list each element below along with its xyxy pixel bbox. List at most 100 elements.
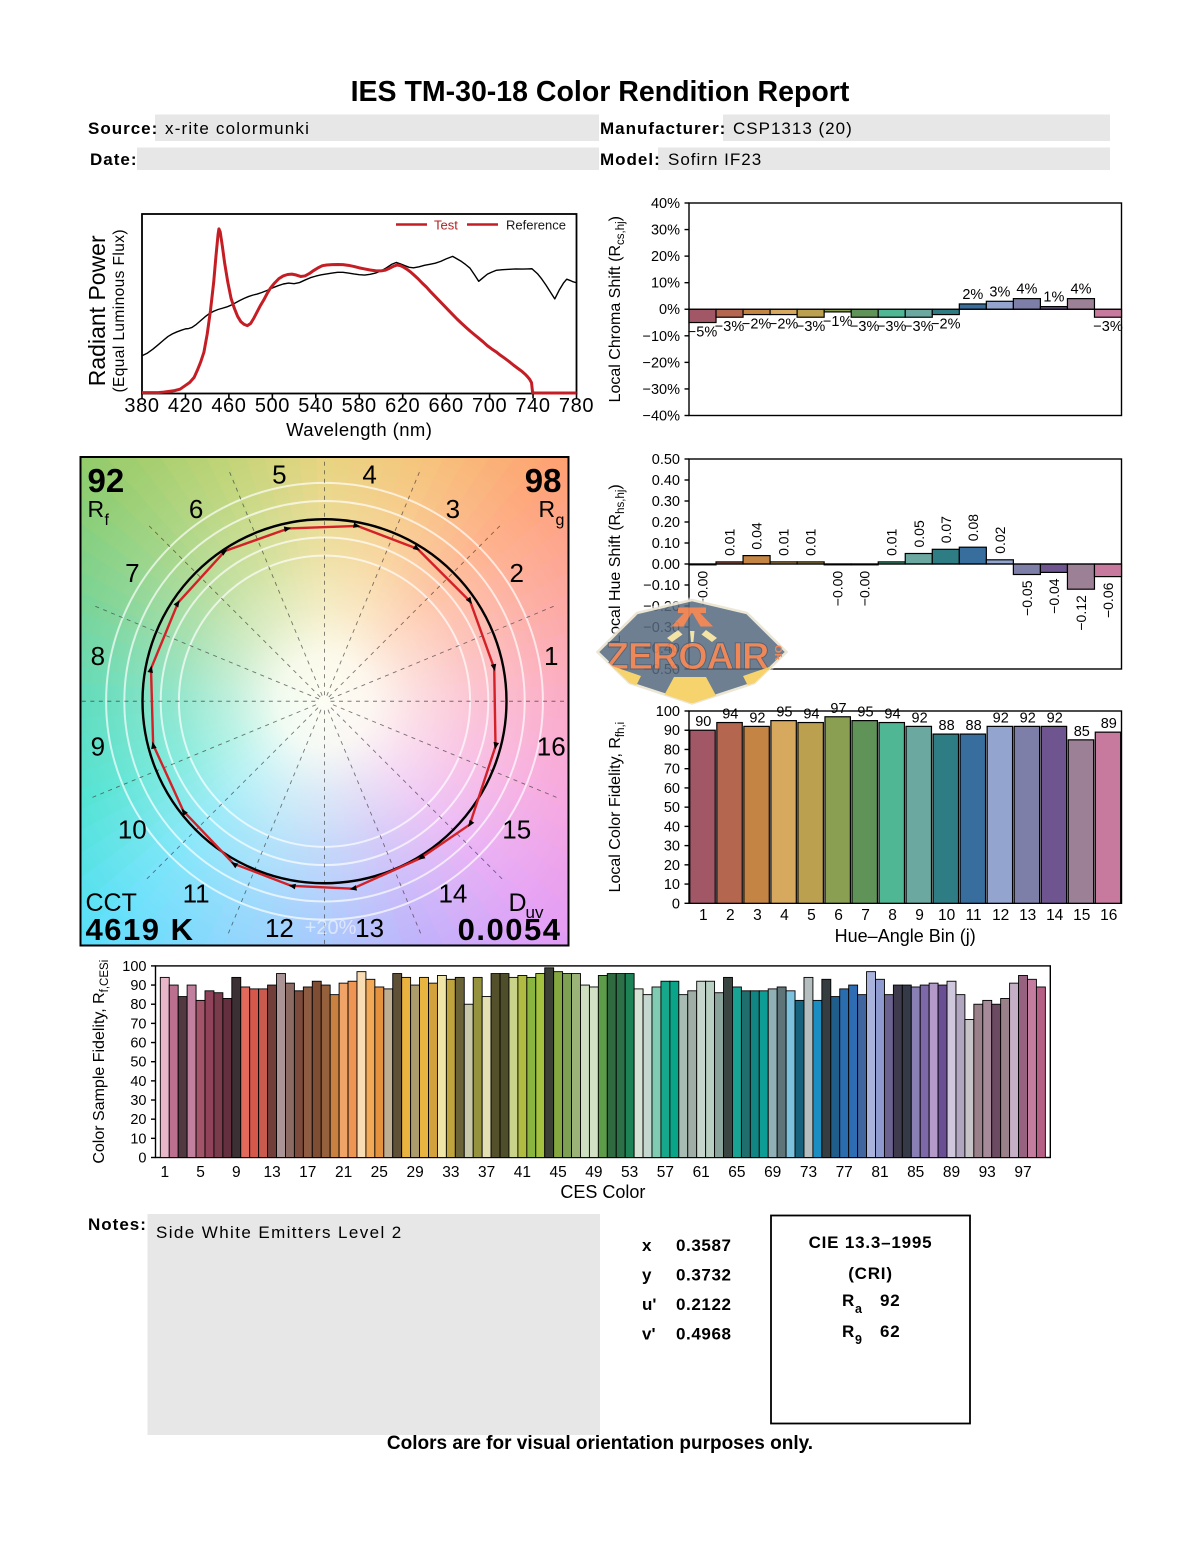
- svg-text:53: 53: [621, 1164, 638, 1181]
- svg-text:−0.00: −0.00: [857, 571, 873, 607]
- svg-text:90: 90: [664, 723, 680, 739]
- svg-text:ZEROAIR: ZEROAIR: [606, 636, 769, 678]
- svg-text:700: 700: [472, 395, 507, 417]
- svg-text:Hue–Angle Bin (j): Hue–Angle Bin (j): [835, 926, 976, 946]
- svg-text:5: 5: [272, 460, 286, 490]
- svg-text:−3%: −3%: [1093, 319, 1123, 335]
- svg-text:CSP1313 (20): CSP1313 (20): [733, 119, 853, 138]
- svg-text:10: 10: [938, 907, 956, 924]
- svg-text:0.2122: 0.2122: [676, 1295, 732, 1314]
- svg-text:0.07: 0.07: [938, 516, 954, 543]
- svg-text:37: 37: [478, 1164, 495, 1181]
- svg-text:70: 70: [130, 1016, 146, 1032]
- svg-text:−3%: −3%: [904, 319, 934, 335]
- svg-text:10: 10: [118, 815, 147, 845]
- svg-text:500: 500: [255, 395, 290, 417]
- svg-text:12: 12: [265, 913, 294, 943]
- svg-text:7: 7: [861, 907, 870, 924]
- svg-text:13: 13: [263, 1164, 280, 1181]
- svg-text:−5%: −5%: [688, 325, 718, 341]
- svg-text:60: 60: [664, 781, 680, 797]
- svg-text:9: 9: [232, 1164, 241, 1181]
- svg-text:0.01: 0.01: [884, 528, 900, 555]
- svg-text:94: 94: [884, 707, 900, 723]
- svg-text:0.02: 0.02: [992, 526, 1008, 553]
- svg-text:90: 90: [695, 714, 711, 730]
- svg-text:x-rite colormunki: x-rite colormunki: [165, 119, 310, 138]
- svg-text:0%: 0%: [659, 302, 680, 318]
- svg-text:3%: 3%: [989, 284, 1010, 300]
- svg-text:4619 K: 4619 K: [86, 912, 195, 947]
- svg-text:0.10: 0.10: [652, 536, 680, 552]
- svg-text:41: 41: [514, 1164, 531, 1181]
- svg-text:−10%: −10%: [643, 329, 681, 345]
- svg-text:580: 580: [342, 395, 377, 417]
- svg-text:100: 100: [656, 704, 680, 720]
- svg-text:6: 6: [834, 907, 843, 924]
- svg-text:−30%: −30%: [643, 382, 681, 398]
- svg-text:1%: 1%: [1043, 290, 1064, 306]
- svg-text:65: 65: [728, 1164, 745, 1181]
- svg-text:D: D: [509, 889, 527, 917]
- svg-text:IES TM-30-18 Color Rendition R: IES TM-30-18 Color Rendition Report: [351, 76, 850, 108]
- svg-text:85: 85: [1074, 724, 1090, 740]
- svg-text:Local Hue Shift (Rhs,hj): Local Hue Shift (Rhs,hj): [607, 484, 627, 643]
- svg-text:90: 90: [130, 978, 146, 994]
- svg-text:−20%: −20%: [643, 355, 681, 371]
- svg-text:CIE 13.3–1995: CIE 13.3–1995: [809, 1233, 933, 1252]
- svg-text:92: 92: [1020, 710, 1036, 726]
- svg-text:88: 88: [939, 718, 955, 734]
- svg-text:Model:: Model:: [600, 150, 661, 169]
- svg-text:4: 4: [780, 907, 789, 924]
- svg-text:13: 13: [355, 913, 384, 943]
- svg-text:Colors are for visual orientat: Colors are for visual orientation purpos…: [387, 1433, 813, 1454]
- svg-text:−2%: −2%: [931, 317, 961, 333]
- svg-text:14: 14: [1046, 907, 1064, 924]
- svg-text:0: 0: [138, 1151, 146, 1167]
- svg-text:CCT: CCT: [86, 889, 137, 917]
- svg-text:Notes:: Notes:: [88, 1215, 147, 1234]
- svg-text:R: R: [88, 496, 105, 522]
- svg-text:−0.00: −0.00: [695, 571, 711, 607]
- svg-text:88: 88: [966, 718, 982, 734]
- svg-text:62: 62: [880, 1322, 901, 1341]
- svg-text:73: 73: [800, 1164, 817, 1181]
- svg-text:0.04: 0.04: [749, 522, 765, 549]
- svg-text:−3%: −3%: [877, 319, 907, 335]
- svg-text:93: 93: [979, 1164, 996, 1181]
- svg-text:0.0054: 0.0054: [458, 912, 562, 947]
- svg-text:5: 5: [807, 907, 816, 924]
- svg-text:Manufacturer:: Manufacturer:: [600, 119, 726, 138]
- svg-text:Reference: Reference: [506, 218, 566, 233]
- svg-text:9: 9: [915, 907, 924, 924]
- svg-text:92: 92: [912, 710, 928, 726]
- svg-text:540: 540: [298, 395, 333, 417]
- svg-text:380: 380: [124, 395, 159, 417]
- svg-text:460: 460: [211, 395, 246, 417]
- svg-text:4%: 4%: [1071, 282, 1092, 298]
- svg-text:0.20: 0.20: [652, 515, 680, 531]
- svg-text:20%: 20%: [651, 249, 680, 265]
- svg-text:9: 9: [91, 731, 105, 761]
- svg-text:620: 620: [385, 395, 420, 417]
- svg-text:y: y: [642, 1266, 652, 1285]
- svg-text:9: 9: [855, 1333, 862, 1347]
- svg-text:−2%: −2%: [742, 317, 772, 333]
- svg-text:u': u': [642, 1295, 656, 1314]
- svg-text:69: 69: [764, 1164, 781, 1181]
- svg-text:−0.10: −0.10: [643, 578, 680, 594]
- svg-text:CES Color: CES Color: [560, 1182, 645, 1202]
- svg-text:97: 97: [1014, 1164, 1031, 1181]
- svg-text:0.30: 0.30: [652, 494, 680, 510]
- svg-text:Sofirn IF23: Sofirn IF23: [668, 150, 762, 169]
- svg-text:0.08: 0.08: [965, 514, 981, 541]
- svg-text:740: 740: [515, 395, 550, 417]
- svg-text:0.01: 0.01: [776, 528, 792, 555]
- svg-text:Wavelength (nm): Wavelength (nm): [286, 419, 432, 440]
- svg-text:0.50: 0.50: [652, 452, 680, 468]
- svg-text:0.3732: 0.3732: [676, 1266, 732, 1285]
- svg-text:15: 15: [502, 815, 531, 845]
- svg-text:Date:: Date:: [90, 150, 138, 169]
- svg-text:−0.00: −0.00: [830, 571, 846, 607]
- svg-text:45: 45: [549, 1164, 566, 1181]
